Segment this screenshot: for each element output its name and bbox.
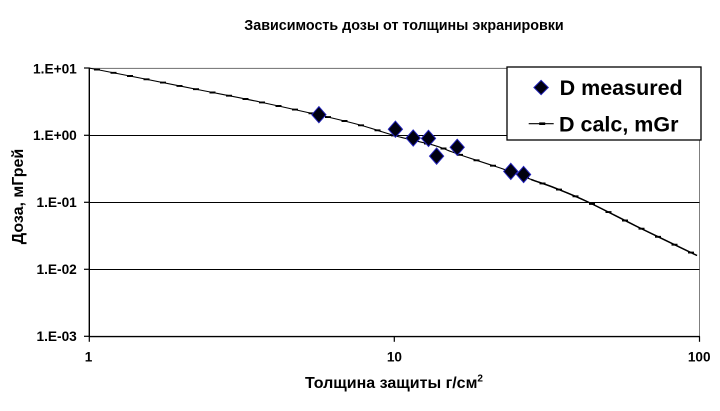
svg-text:D calc, mGr: D calc, mGr (559, 112, 679, 136)
svg-text:1: 1 (85, 350, 93, 365)
svg-text:100: 100 (688, 350, 711, 365)
svg-text:1.E-01: 1.E-01 (36, 195, 77, 210)
svg-text:1.E-02: 1.E-02 (36, 262, 77, 277)
svg-text:1.E+01: 1.E+01 (33, 61, 77, 76)
svg-text:D measured: D measured (560, 76, 683, 100)
svg-text:Толщина защиты г/см2: Толщина защиты г/см2 (305, 374, 483, 392)
svg-text:10: 10 (387, 350, 402, 365)
svg-text:Доза, мГрей: Доза, мГрей (10, 149, 27, 245)
svg-text:Зависимость дозы от толщины эк: Зависимость дозы от толщины экранировки (244, 18, 563, 34)
svg-text:1.E+00: 1.E+00 (33, 128, 77, 143)
svg-text:1.E-03: 1.E-03 (36, 329, 77, 344)
